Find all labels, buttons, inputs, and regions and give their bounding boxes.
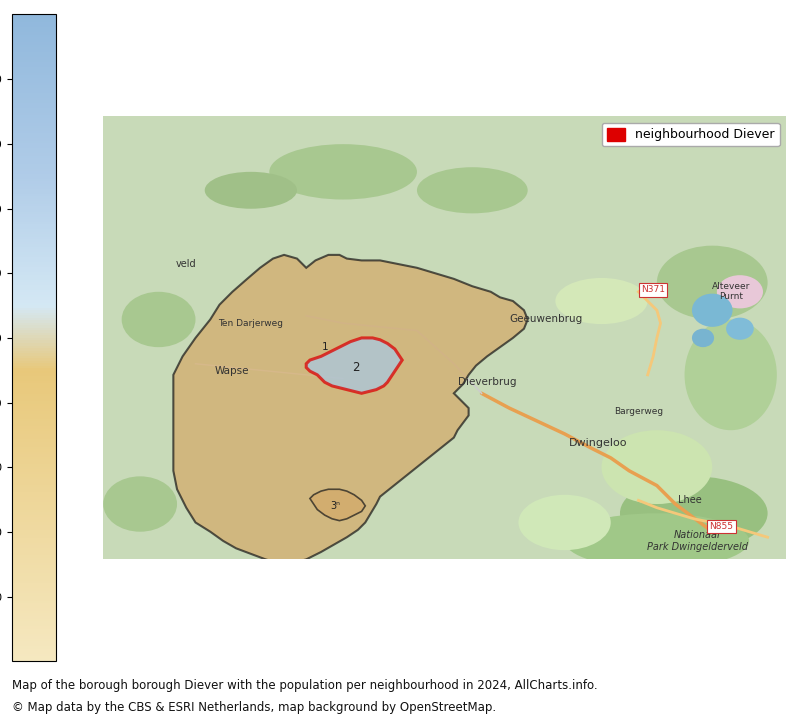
Ellipse shape	[717, 275, 763, 308]
FancyBboxPatch shape	[11, 0, 794, 719]
Ellipse shape	[692, 329, 714, 347]
Legend: neighbourhood Diever: neighbourhood Diever	[602, 123, 780, 147]
Ellipse shape	[269, 144, 417, 199]
Text: 2: 2	[353, 361, 360, 374]
Ellipse shape	[565, 513, 750, 569]
Ellipse shape	[555, 278, 648, 324]
Text: Geeuwenbrug: Geeuwenbrug	[510, 314, 583, 324]
Ellipse shape	[657, 246, 768, 319]
Text: veld: veld	[176, 259, 197, 269]
Ellipse shape	[417, 168, 528, 214]
Text: Lhee: Lhee	[678, 495, 702, 505]
Ellipse shape	[692, 293, 733, 327]
Polygon shape	[310, 489, 365, 521]
Text: Wapse: Wapse	[215, 366, 249, 376]
Ellipse shape	[205, 172, 297, 209]
Ellipse shape	[726, 318, 754, 340]
Ellipse shape	[518, 495, 611, 550]
Text: N855: N855	[710, 522, 734, 531]
Text: 1: 1	[322, 342, 328, 352]
Text: Bargerweg: Bargerweg	[614, 407, 663, 416]
FancyBboxPatch shape	[85, 0, 794, 719]
Text: Dwingeloo: Dwingeloo	[569, 438, 627, 448]
Text: Alteveer
Purnt: Alteveer Purnt	[711, 282, 750, 301]
Ellipse shape	[620, 477, 768, 550]
Text: Map of the borough borough Diever with the population per neighbourhood in 2024,: Map of the borough borough Diever with t…	[12, 679, 598, 692]
Text: N371: N371	[642, 285, 665, 295]
Ellipse shape	[602, 430, 712, 504]
Ellipse shape	[103, 477, 177, 532]
Text: Nationaal
Park Dwingelderveld: Nationaal Park Dwingelderveld	[647, 530, 748, 551]
Text: © Map data by the CBS & ESRI Netherlands, map background by OpenStreetMap.: © Map data by the CBS & ESRI Netherlands…	[12, 701, 496, 714]
Ellipse shape	[684, 319, 777, 430]
Polygon shape	[306, 338, 403, 393]
FancyBboxPatch shape	[48, 0, 794, 719]
Text: Ten Darjerweg: Ten Darjerweg	[218, 319, 283, 328]
Text: Dieverbrug: Dieverbrug	[458, 377, 516, 388]
Ellipse shape	[121, 292, 195, 347]
Polygon shape	[173, 255, 528, 563]
Text: 3ⁿ: 3ⁿ	[331, 501, 341, 511]
